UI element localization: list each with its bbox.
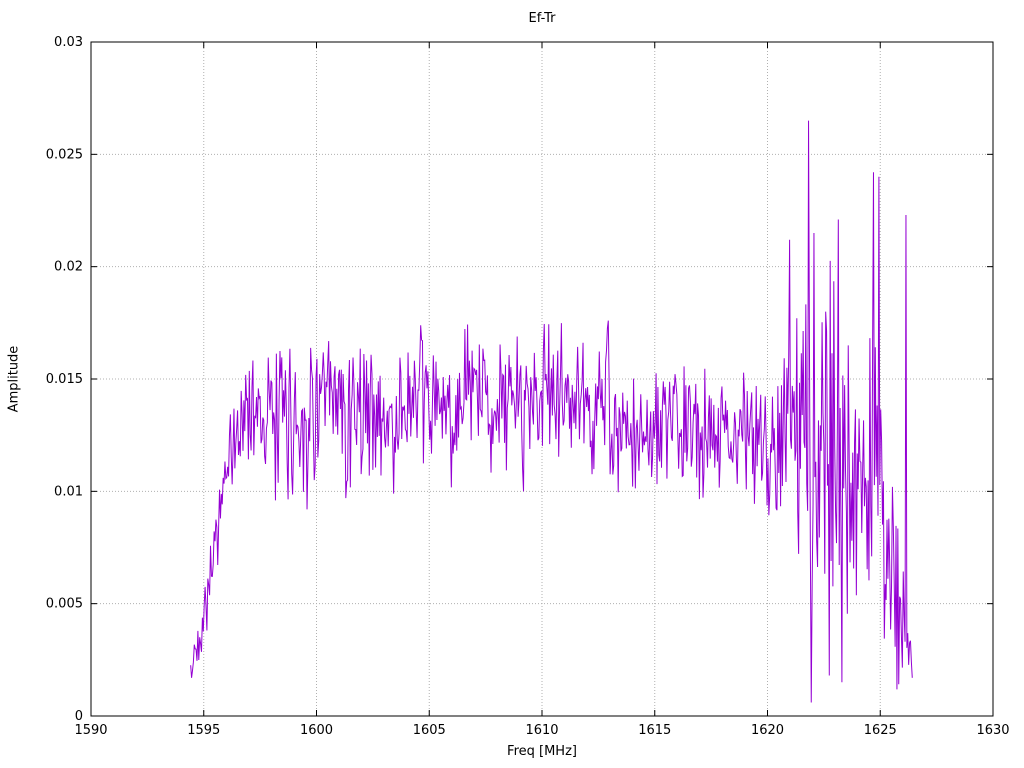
x-tick-label: 1590: [74, 723, 107, 738]
y-tick-label: 0.025: [46, 147, 83, 162]
y-tick-label: 0: [75, 709, 83, 724]
x-tick-label: 1600: [300, 723, 333, 738]
x-tick-labels: 1590 1595 1600 1605 1610 1615 1620 1625 1630: [74, 723, 1009, 738]
series-line: [190, 120, 913, 703]
y-axis-label: Amplitude: [6, 345, 22, 413]
y-tick-labels: 0 0.005 0.01 0.015 0.02 0.025 0.03: [46, 35, 83, 724]
x-tick-label: 1605: [413, 723, 446, 738]
x-tick-label: 1625: [864, 723, 897, 738]
chart-title: Ef-Tr: [528, 11, 556, 26]
x-tick-label: 1620: [751, 723, 784, 738]
x-tick-label: 1615: [638, 723, 671, 738]
x-axis-label: Freq [MHz]: [507, 744, 577, 759]
grid-lines: [90, 41, 994, 717]
y-tick-label: 0.01: [54, 484, 83, 499]
x-tick-label: 1610: [525, 723, 558, 738]
y-tick-label: 0.005: [46, 597, 83, 612]
plot-border: [90, 41, 994, 717]
y-tick-label: 0.02: [54, 260, 83, 275]
x-tick-label: 1630: [976, 723, 1009, 738]
x-tick-label: 1595: [187, 723, 220, 738]
y-tick-label: 0.03: [54, 35, 83, 50]
y-tick-label: 0.015: [46, 372, 83, 387]
